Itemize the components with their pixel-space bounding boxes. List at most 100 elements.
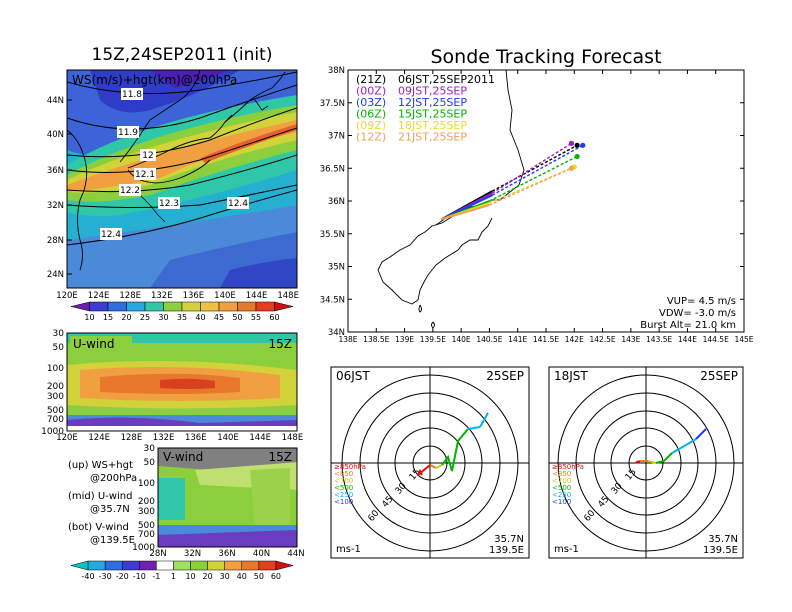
lon-tick-label: 141.5E	[533, 335, 559, 344]
legend-jst: 06JST,25SEP2011	[398, 73, 495, 86]
legend-utc: (00Z)	[356, 85, 386, 98]
landing-point	[580, 142, 586, 148]
lon-tick-label: 144E	[246, 291, 268, 301]
tracking-lat-ticks: 38N 37.5N 37N 36.5N 36N 35.5N 35N 34.5N 34N	[320, 66, 744, 338]
u-wind-section	[67, 333, 297, 431]
colorbar-label: -30	[99, 572, 112, 581]
hodo-time: 18JST	[554, 369, 588, 383]
colorbar-swatch	[258, 560, 277, 571]
legend-utc: (12Z)	[356, 131, 386, 144]
note-bot-2: @139.5E	[90, 535, 135, 546]
legend-jst: 09JST,25SEP	[398, 85, 467, 98]
hodo-time: 06JST	[336, 369, 370, 383]
hodo-date: 25SEP	[486, 369, 524, 383]
colorbar-swatch	[144, 301, 164, 312]
hodograph-trace	[429, 464, 437, 469]
colorbar-label: -1	[152, 572, 160, 581]
lat-tick-label: 36N	[47, 166, 64, 176]
ws-map	[67, 70, 297, 288]
landing-point	[574, 142, 580, 148]
note-up-2: @200hPa	[90, 473, 137, 484]
colorbar-label: 1	[171, 572, 176, 581]
note-mid-1: (mid) U-wind	[68, 491, 132, 502]
tracking-title: Sonde Tracking Forecast	[430, 46, 661, 68]
lat-tick-label: 44N	[47, 96, 64, 106]
lat-tick-label: 40N	[253, 549, 270, 559]
lon-tick-label: 132E	[151, 291, 173, 301]
lat-tick-label: 36N	[218, 549, 235, 559]
note-bot-1: (bot) V-wind	[68, 522, 129, 533]
legend-utc: (09Z)	[356, 119, 386, 132]
lat-tick-label: 36N	[328, 197, 345, 207]
hodograph-trace	[655, 452, 673, 464]
lon-tick-label: 143.5E	[646, 335, 672, 344]
tracking-trajectories	[440, 140, 586, 221]
lon-tick-label: 124E	[88, 291, 110, 301]
hodograph-trace	[435, 464, 443, 469]
pressure-tick-label: 300	[138, 507, 155, 517]
pressure-tick-label: 30	[144, 444, 156, 454]
lon-tick-label: 142.5E	[589, 335, 615, 344]
colorbar-label: -40	[82, 572, 95, 581]
param-burst: Burst Alt= 21.0 km	[640, 320, 736, 331]
lat-tick-label: 37N	[328, 132, 345, 142]
legend-utc: (03Z)	[356, 96, 386, 109]
colorbar-swatch	[156, 560, 174, 571]
legend-jst: 15JST,25SEP	[398, 108, 467, 121]
colorbar-label: 50	[232, 313, 242, 322]
colorbar-label: 10	[84, 313, 94, 322]
lat-tick-label: 34.5N	[320, 295, 345, 305]
lat-tick-label: 37.5N	[320, 99, 345, 109]
contour-label: 12.4	[101, 230, 121, 240]
tracking-legend: (21Z) 06JST,25SEP2011 (00Z) 09JST,25SEP (03Z…	[356, 73, 495, 144]
colorbar-swatch	[255, 301, 275, 312]
lon-tick-label: 141E	[508, 335, 527, 344]
lon-tick-label: 132E	[153, 433, 175, 443]
pressure-tick-label: 200	[47, 382, 64, 392]
level-legend: ≥850hPa	[552, 463, 584, 471]
level-legend: <700	[334, 477, 353, 485]
colorbar-swatch	[207, 560, 225, 571]
level-legend: <850	[552, 470, 571, 478]
panel-notes: (up) WS+hgt @200hPa (mid) U-wind @35.7N …	[68, 460, 137, 546]
lon-tick-label: 138.5E	[363, 335, 389, 344]
contour-label: 12.2	[120, 186, 140, 196]
level-legend: <500	[334, 484, 353, 492]
pressure-tick-label: 500	[138, 521, 155, 531]
colorbar-swatch	[190, 560, 208, 571]
tracking-parameters: VUP= 4.5 m/s VDW= -3.0 m/s Burst Alt= 21…	[640, 296, 736, 331]
level-legend: <500	[552, 484, 571, 492]
colorbar-label: 35	[177, 313, 187, 322]
u-wind-label: U-wind	[73, 337, 114, 351]
colorbar-swatch	[70, 560, 89, 571]
lon-tick-label: 139.5E	[420, 335, 446, 344]
colorbar-swatch	[237, 301, 257, 312]
pressure-tick-label: 700	[47, 415, 64, 425]
colorbar-swatch	[89, 301, 109, 312]
level-legend: <850	[334, 470, 353, 478]
pressure-tick-label: 100	[47, 364, 64, 374]
colorbar-label: -10	[133, 572, 146, 581]
colorbar-swatch	[181, 301, 201, 312]
hodograph-trace	[417, 464, 431, 476]
hodograph-18jst: 18JST 25SEP15304560≥850hPa<850<700<500<25…	[548, 366, 744, 559]
hodograph-trace	[647, 460, 657, 464]
colorbar-swatch	[275, 560, 294, 571]
trajectory-ascent	[441, 204, 490, 221]
pressure-tick-label: 200	[138, 497, 155, 507]
colorbar-label: 55	[251, 313, 261, 322]
colorbar-label: 30	[220, 572, 230, 581]
legend-jst: 12JST,25SEP	[398, 96, 467, 109]
map-lon-ticks: 120E 124E 128E 132E 136E 140E 144E 148E	[56, 291, 299, 301]
hodo-loc1: 35.7N	[708, 534, 738, 545]
lon-tick-label: 148E	[282, 433, 304, 443]
level-legend: <250	[334, 491, 353, 499]
hodo-loc2: 139.5E	[703, 545, 738, 556]
lat-tick-label: 28N	[47, 236, 64, 246]
lon-tick-label: 140E	[217, 433, 239, 443]
landing-point	[568, 165, 575, 171]
hodograph-trace	[671, 438, 697, 454]
colorbar-label: 25	[140, 313, 150, 322]
v-wind-label: V-wind	[163, 450, 203, 464]
